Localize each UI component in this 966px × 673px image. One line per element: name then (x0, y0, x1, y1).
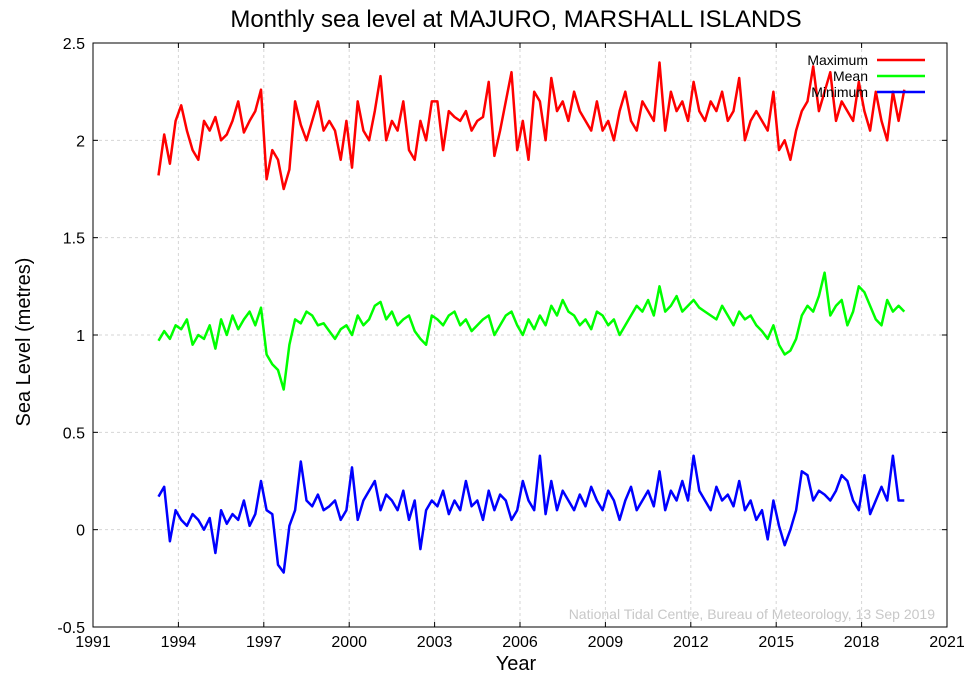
x-tick-label: 2009 (588, 634, 624, 651)
y-tick-label: 2 (76, 133, 85, 150)
series-line-mean (157, 271, 906, 391)
x-tick-label: 2003 (417, 634, 453, 651)
y-tick-label: 0.5 (63, 425, 85, 442)
x-tick-label: 1991 (75, 634, 111, 651)
x-axis-label: Year (496, 653, 537, 673)
legend-label-mean: Mean (833, 68, 868, 84)
legend-label-minimum: Minimum (811, 84, 868, 100)
series-lines (157, 61, 906, 574)
y-tick-label: -0.5 (57, 620, 85, 637)
x-tick-label: 2021 (929, 634, 965, 651)
y-tick-label: 0 (76, 523, 85, 540)
x-tick-label: 2012 (673, 634, 709, 651)
x-tick-label: 1997 (246, 634, 282, 651)
x-tick-label: 2015 (758, 634, 794, 651)
x-tick-label: 2006 (502, 634, 538, 651)
legend-label-maximum: Maximum (807, 52, 868, 68)
x-tick-label: 2000 (331, 634, 367, 651)
y-axis-label: Sea Level (metres) (13, 258, 35, 427)
credit-text: National Tidal Centre, Bureau of Meteoro… (569, 606, 936, 622)
series-line-minimum (157, 454, 905, 574)
y-tick-label: 2.5 (63, 36, 85, 53)
y-tick-label: 1 (76, 328, 85, 345)
x-tick-label: 1994 (161, 634, 197, 651)
x-tick-label: 2018 (844, 634, 880, 651)
series-line-maximum (157, 61, 906, 191)
axis-ticks: 1991 1994 1997 2000 2003 2006 2009 2012 2015 2018… (57, 36, 964, 651)
chart-title: Monthly sea level at MAJURO, MARSHALL IS… (230, 6, 801, 33)
y-tick-label: 1.5 (63, 231, 85, 248)
